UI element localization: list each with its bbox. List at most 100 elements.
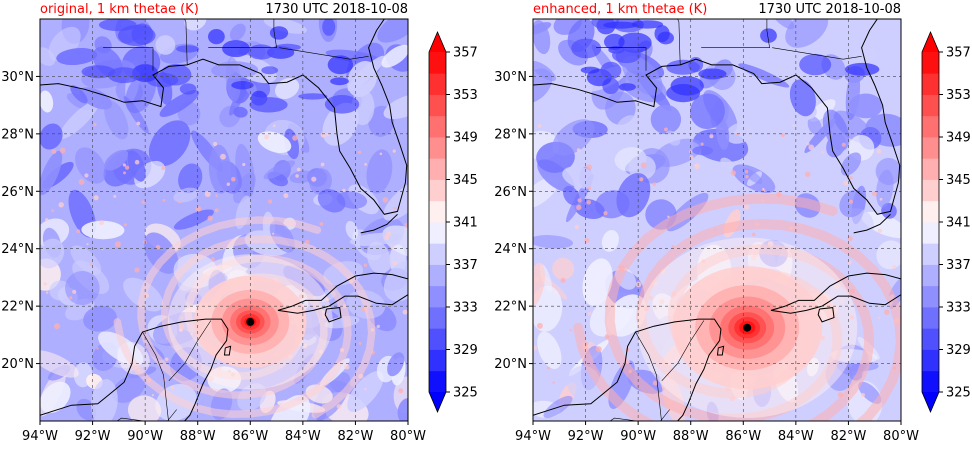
field-patch: [40, 381, 71, 414]
field-speckle: [382, 197, 389, 203]
field-speckle: [93, 122, 97, 127]
field-speckle: [700, 142, 704, 146]
field-speckle: [603, 211, 608, 216]
field-patch: [874, 322, 889, 337]
colorbar-band: [429, 137, 446, 159]
isla-juventud-coastline: [324, 307, 342, 323]
gulf-coast-coastline: [533, 19, 901, 215]
field-patch: [563, 185, 580, 206]
map-frame: [532, 18, 902, 422]
field-speckle: [89, 262, 93, 267]
colorbar-band: [429, 243, 446, 265]
field-speckle: [709, 134, 714, 139]
colorbar-band: [429, 222, 446, 244]
field-speckle: [161, 166, 166, 171]
field-speckle: [595, 346, 602, 353]
field-speckle: [195, 206, 202, 212]
field-patch: [653, 138, 702, 167]
field-patch: [40, 350, 79, 378]
field-patch: [184, 19, 207, 31]
field-speckle: [122, 163, 126, 167]
field-speckle: [892, 264, 897, 269]
field-patch: [397, 398, 408, 421]
field-speckle: [404, 222, 408, 229]
colorbar-tick-label: 341: [453, 216, 478, 231]
field-speckle: [326, 132, 330, 136]
lat-tick-label: 22°N: [494, 300, 527, 315]
lon-tick-label: 94°W: [22, 429, 58, 444]
field-speckle: [744, 170, 749, 174]
field-speckle: [43, 282, 47, 286]
field-patch: [533, 235, 574, 249]
colorbar-band: [922, 179, 939, 202]
field-speckle: [762, 187, 765, 191]
map-svg: 94°W 92°W 90°W 88°W 86°W 84°W 82°W 80°W 20°N 22°N…: [1, 18, 478, 444]
field-patch: [615, 115, 646, 147]
colorbar-tick-label: 353: [453, 88, 478, 103]
field-speckle: [292, 135, 298, 141]
field-speckle: [363, 263, 368, 267]
field-patch: [393, 376, 408, 413]
cozumel-coastline: [716, 345, 725, 356]
field-speckle: [376, 324, 380, 329]
field-speckle: [586, 164, 593, 171]
field-patch: [159, 90, 199, 118]
field-patch: [317, 189, 346, 213]
field-patch: [695, 39, 748, 70]
field-speckle: [843, 180, 849, 186]
lon-tick-label: 86°W: [232, 429, 268, 444]
field-patch: [173, 209, 214, 230]
field-speckle: [78, 179, 85, 185]
field-speckle: [268, 199, 272, 204]
field-speckle: [781, 133, 785, 138]
field-patch: [208, 28, 225, 45]
colorbar-extend-max: [429, 32, 446, 52]
field-speckle: [849, 176, 853, 180]
colorbar-tick-label: 337: [453, 258, 478, 273]
field-patch: [692, 146, 714, 156]
field-patch: [263, 160, 296, 180]
field-patch: [650, 104, 682, 135]
field-patch: [222, 40, 250, 58]
field-patch: [533, 262, 545, 308]
field-patch: [70, 85, 88, 104]
us-states-1-border: [596, 47, 647, 71]
field-patch: [764, 141, 787, 176]
colorbar-band: [922, 222, 939, 244]
field-patch: [533, 373, 550, 394]
colorbar-tick-label: 357: [946, 46, 971, 61]
colorbar-band: [922, 73, 939, 95]
field-speckle: [652, 380, 658, 386]
field-speckle: [884, 309, 890, 315]
colorbar-band: [429, 94, 446, 117]
field-patch: [179, 83, 197, 95]
field-patch: [604, 33, 625, 50]
colorbar-tick-label: 341: [946, 216, 971, 231]
field-patch: [861, 211, 901, 239]
yucatan-campeche-border: [142, 331, 169, 421]
field-patch: [59, 100, 99, 139]
cuba-coastline: [277, 272, 408, 314]
field-speckle: [878, 317, 881, 320]
field-speckle: [560, 277, 566, 283]
field-patch: [322, 19, 336, 36]
field-speckle: [72, 289, 77, 294]
field-patch: [377, 19, 408, 43]
field-patch: [298, 93, 328, 100]
field-speckle: [113, 194, 117, 198]
field-speckle: [398, 388, 404, 394]
field-speckle: [743, 204, 750, 210]
field-speckle: [577, 198, 582, 203]
coastlines: [40, 19, 408, 421]
field-speckle: [54, 323, 60, 330]
field-speckle: [114, 241, 121, 248]
field-patch: [81, 65, 116, 79]
field-patch: [229, 83, 247, 116]
field-patch: [600, 61, 622, 80]
colorbar-band: [922, 52, 939, 74]
field-patch: [127, 395, 162, 421]
panel-time-label: 1730 UTC 2018-10-08: [758, 2, 901, 17]
colorbar-tick-label: 345: [453, 173, 478, 188]
field-patch: [603, 21, 638, 29]
field-speckle: [311, 176, 317, 182]
